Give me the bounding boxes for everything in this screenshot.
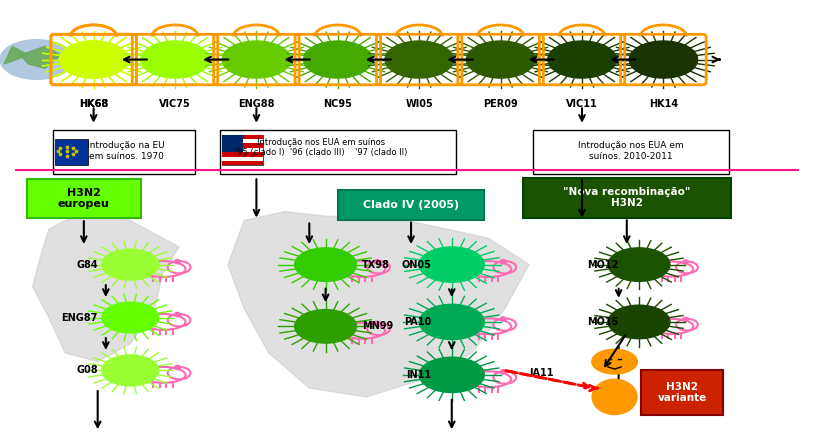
Circle shape <box>304 41 372 78</box>
FancyBboxPatch shape <box>222 135 243 152</box>
Text: ENG87: ENG87 <box>61 313 98 322</box>
Circle shape <box>385 41 453 78</box>
Text: Introdução nos EUA em
suínos. 2010-2011: Introdução nos EUA em suínos. 2010-2011 <box>578 141 684 161</box>
FancyBboxPatch shape <box>222 152 263 157</box>
Circle shape <box>419 357 484 392</box>
Circle shape <box>102 355 159 386</box>
Text: PA10: PA10 <box>405 317 431 327</box>
Text: G84: G84 <box>76 260 98 269</box>
FancyBboxPatch shape <box>222 161 263 165</box>
Text: ENG88: ENG88 <box>239 99 274 109</box>
FancyBboxPatch shape <box>220 130 456 174</box>
Text: "Nova recombinação"
H3N2: "Nova recombinação" H3N2 <box>563 187 690 208</box>
Circle shape <box>629 41 698 78</box>
Text: VIC75: VIC75 <box>159 99 191 109</box>
Text: IA11: IA11 <box>529 368 554 377</box>
Text: IN11: IN11 <box>406 370 431 380</box>
Circle shape <box>102 302 159 333</box>
Text: WI05: WI05 <box>405 99 433 109</box>
Circle shape <box>295 248 357 281</box>
Circle shape <box>295 310 357 343</box>
FancyBboxPatch shape <box>533 130 729 174</box>
Text: HK68: HK68 <box>79 99 108 109</box>
Text: MN99: MN99 <box>362 321 393 331</box>
FancyBboxPatch shape <box>641 370 723 415</box>
Polygon shape <box>228 212 529 397</box>
Circle shape <box>0 40 73 79</box>
Text: PER09: PER09 <box>484 99 518 109</box>
Text: ON05: ON05 <box>401 260 431 269</box>
Text: VIC11: VIC11 <box>566 99 598 109</box>
Text: HK14: HK14 <box>649 99 678 109</box>
Circle shape <box>141 41 209 78</box>
Text: Introdução nos EUA em suínos
'95 (clado I)  '96 (clado III)    '97 (clado II): Introdução nos EUA em suínos '95 (clado … <box>235 138 408 157</box>
FancyBboxPatch shape <box>523 178 731 218</box>
Circle shape <box>419 304 484 340</box>
Text: Clado IV (2005): Clado IV (2005) <box>363 200 459 209</box>
FancyBboxPatch shape <box>338 190 484 220</box>
Circle shape <box>608 248 670 281</box>
Ellipse shape <box>593 379 637 415</box>
FancyBboxPatch shape <box>27 179 141 218</box>
Text: MO12: MO12 <box>587 260 619 269</box>
Text: H3N2
europeu: H3N2 europeu <box>58 188 110 209</box>
Circle shape <box>419 247 484 282</box>
Circle shape <box>222 41 291 78</box>
Text: Introdução na EU
em suínos. 1970: Introdução na EU em suínos. 1970 <box>87 141 165 161</box>
Text: NC95: NC95 <box>323 99 352 109</box>
FancyBboxPatch shape <box>55 139 88 165</box>
Circle shape <box>608 305 670 339</box>
Circle shape <box>59 41 128 78</box>
Polygon shape <box>4 46 28 64</box>
Polygon shape <box>20 46 61 68</box>
FancyBboxPatch shape <box>222 135 263 139</box>
Text: MO15: MO15 <box>587 317 619 327</box>
Circle shape <box>59 41 128 78</box>
Text: HK68: HK68 <box>79 99 108 109</box>
Text: TX98: TX98 <box>362 260 390 269</box>
FancyBboxPatch shape <box>222 148 263 152</box>
FancyBboxPatch shape <box>53 130 195 174</box>
FancyBboxPatch shape <box>222 135 263 165</box>
Circle shape <box>592 349 637 374</box>
FancyBboxPatch shape <box>222 143 263 148</box>
FancyBboxPatch shape <box>222 139 263 143</box>
FancyBboxPatch shape <box>222 157 263 161</box>
Text: G08: G08 <box>76 366 98 375</box>
Circle shape <box>548 41 616 78</box>
Text: H3N2
variante: H3N2 variante <box>658 382 707 403</box>
Circle shape <box>466 41 535 78</box>
Polygon shape <box>33 212 179 362</box>
Circle shape <box>102 249 159 280</box>
